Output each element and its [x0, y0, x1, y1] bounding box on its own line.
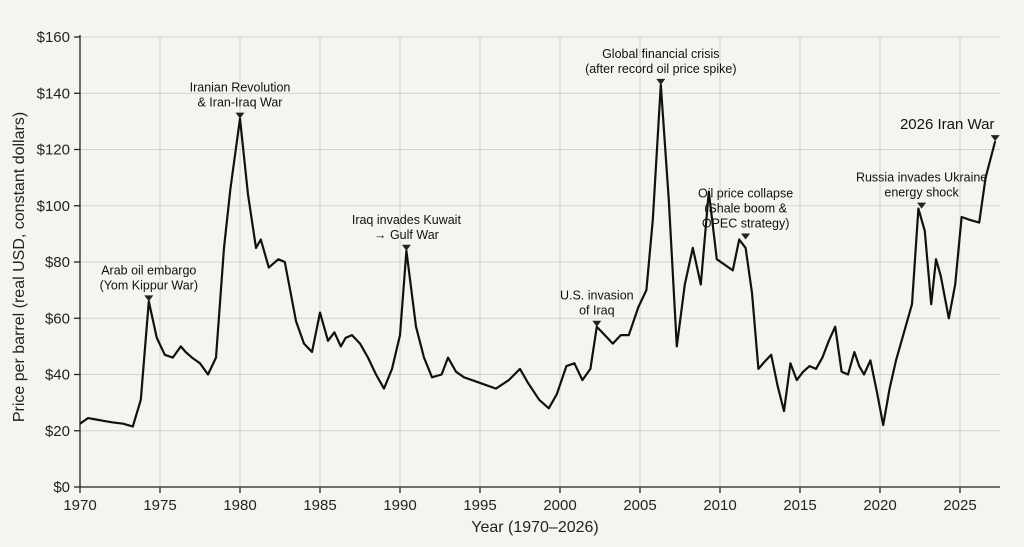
event-marker	[917, 202, 927, 209]
annotation-label: U.S. invasion	[560, 289, 634, 303]
x-tick-label: 1985	[303, 497, 336, 514]
annotation-label: of Iraq	[579, 304, 614, 318]
annotation-label: → Gulf War	[374, 228, 439, 242]
annotation-label: Russia invades Ukraine	[856, 171, 987, 185]
y-axis-label: Price per barrel (real USD, constant dol…	[11, 112, 28, 422]
event-marker	[592, 320, 602, 327]
y-tick-label: $100	[37, 198, 70, 215]
y-tick-label: $120	[37, 142, 70, 159]
annotation-label: OPEC strategy)	[702, 217, 790, 231]
y-tick-label: $60	[45, 310, 70, 327]
annotation-label: & Iran-Iraq War	[198, 96, 283, 110]
annotation-label: (Shale boom &	[704, 202, 787, 216]
annotation-label: Iraq invades Kuwait	[352, 213, 462, 227]
event-marker	[656, 78, 666, 85]
y-tick-label: $40	[45, 367, 70, 384]
x-tick-label: 1975	[143, 497, 176, 514]
y-tick-label: $20	[45, 423, 70, 440]
x-tick-label: 1980	[223, 497, 256, 514]
annotation-label: energy shock	[884, 186, 959, 200]
annotation-label: Iranian Revolution	[190, 81, 291, 95]
y-tick-label: $0	[53, 479, 70, 496]
series-layer	[79, 83, 997, 428]
x-tick-label: 2000	[543, 497, 576, 514]
x-tick-label: 2010	[703, 497, 736, 514]
y-tick-label: $160	[37, 29, 70, 46]
x-tick-label: 2020	[863, 497, 896, 514]
x-tick-label: 2015	[783, 497, 816, 514]
event-marker	[235, 112, 245, 119]
y-tick-label: $140	[37, 85, 70, 102]
annotation-layer: Arab oil embargo(Yom Kippur War) Iranian …	[100, 47, 1000, 327]
event-marker	[741, 233, 751, 240]
annotation-label: (Yom Kippur War)	[100, 278, 198, 292]
annotation-label: (after record oil price spike)	[585, 62, 736, 76]
x-tick-label: 2025	[943, 497, 976, 514]
x-tick-label: 1995	[463, 497, 496, 514]
y-tick-label: $80	[45, 254, 70, 271]
annotation-label: Arab oil embargo	[101, 263, 196, 277]
annotation-label: Oil price collapse	[698, 187, 793, 201]
annotation-label: Global financial crisis	[602, 47, 719, 61]
event-marker	[401, 244, 411, 251]
annotation-label: 2026 Iran War	[900, 116, 995, 133]
x-tick-label: 2005	[623, 497, 656, 514]
x-tick-label: 1990	[383, 497, 416, 514]
x-tick-label: 1970	[63, 497, 96, 514]
series-line-oil-price	[79, 83, 997, 428]
x-axis-label: Year (1970–2026)	[471, 519, 599, 536]
axis-layer: $0 $20 $40 $60 $80 $100 $120 $140 $160 1970 1975 19…	[37, 29, 1000, 514]
event-marker	[990, 135, 1000, 142]
event-marker	[144, 295, 154, 302]
